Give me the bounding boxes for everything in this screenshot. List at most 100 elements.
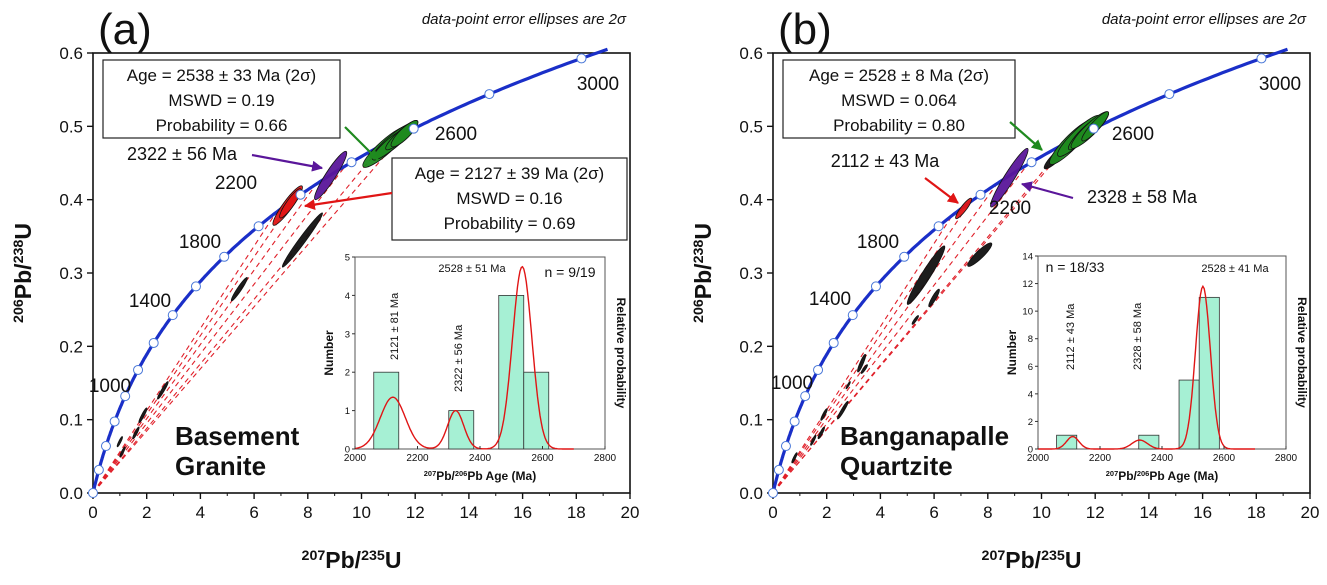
concordia-age-marker bbox=[780, 441, 791, 452]
concordia-age-label: 2600 bbox=[435, 124, 477, 145]
concordia-age-marker bbox=[190, 281, 201, 292]
discordia-line bbox=[772, 164, 1029, 494]
inset-y-tick-label: 2 bbox=[345, 368, 350, 379]
result-text: MSWD = 0.16 bbox=[456, 189, 562, 208]
concordia-age-marker bbox=[870, 281, 881, 292]
sample-name: Granite bbox=[175, 451, 266, 481]
inset-x-tick-label: 2000 bbox=[344, 453, 367, 464]
inset-y-tick-label: 10 bbox=[1022, 307, 1033, 318]
inset-y-tick-label: 6 bbox=[1028, 362, 1033, 373]
error-ellipse-black bbox=[791, 452, 798, 464]
concordia-age-marker bbox=[408, 123, 419, 134]
inset-x-axis-label-part: 207 bbox=[1106, 469, 1118, 478]
concordia-age-marker bbox=[253, 221, 264, 232]
discordia-line bbox=[772, 215, 953, 494]
concordia-age-marker bbox=[120, 391, 131, 402]
concordia-age-marker bbox=[109, 416, 120, 427]
y-tick-label: 0.0 bbox=[739, 484, 763, 503]
inset-x-tick-label: 2000 bbox=[1027, 453, 1050, 464]
concordia-age-label: 3000 bbox=[1259, 74, 1301, 95]
result-text: Age = 2127 ± 39 Ma (2σ) bbox=[415, 164, 604, 183]
concordia-age-label: 2200 bbox=[989, 198, 1031, 219]
inset-peak-label: 2121 ± 81 Ma bbox=[389, 292, 401, 360]
y-axis-label-part: 206 bbox=[11, 299, 27, 323]
concordia-age-label: 3000 bbox=[577, 74, 619, 95]
concordia-age-marker bbox=[975, 189, 986, 200]
histogram-bar bbox=[373, 371, 400, 450]
histogram-bar bbox=[448, 410, 475, 450]
inset-x-axis-label: 207Pb/206Pb Age (Ma) bbox=[1106, 469, 1218, 484]
y-tick-label: 0.6 bbox=[59, 44, 83, 63]
histogram-bar bbox=[1138, 434, 1160, 450]
error-ellipse-red bbox=[955, 197, 973, 220]
y-axis-label: 206Pb/238U bbox=[690, 223, 716, 323]
x-axis-label-part: 207 bbox=[982, 548, 1006, 564]
inset-y-tick-label: 8 bbox=[1028, 334, 1033, 345]
x-tick-label: 8 bbox=[983, 503, 992, 522]
y-tick-label: 0.6 bbox=[739, 44, 763, 63]
inset-histogram: 2000 2200 2400 2600 2800 0 2 4 6 8 10 12 14 207Pb/206… bbox=[1005, 252, 1309, 484]
histogram-bar bbox=[1198, 296, 1220, 450]
concordia-age-marker bbox=[1088, 123, 1099, 134]
x-tick-label: 12 bbox=[406, 503, 425, 522]
inset-x-axis-label-part: Pb/ bbox=[436, 469, 455, 483]
x-tick-label: 10 bbox=[1032, 503, 1051, 522]
inset-x-axis-label: 207Pb/206Pb Age (Ma) bbox=[424, 469, 536, 484]
probability-density-curve bbox=[1038, 284, 1255, 450]
concordia-age-label: 1400 bbox=[809, 289, 851, 310]
arrow-green bbox=[1009, 121, 1043, 151]
x-tick-label: 16 bbox=[513, 503, 532, 522]
panel-b: (b) data-point error ellipses are 2σ 0 2 4 6 8… bbox=[690, 5, 1319, 573]
concordia-age-marker bbox=[295, 189, 306, 200]
error-ellipse-purple bbox=[314, 150, 348, 201]
concordia-age-marker bbox=[933, 221, 944, 232]
x-tick-label: 2 bbox=[822, 503, 831, 522]
x-tick-label: 6 bbox=[929, 503, 938, 522]
x-axis-label-part: 235 bbox=[1041, 548, 1065, 564]
inset-x-tick-label: 2800 bbox=[594, 453, 617, 464]
error-ellipse-note: data-point error ellipses are 2σ bbox=[422, 11, 627, 28]
error-ellipse-black bbox=[820, 408, 828, 421]
concordia-age-marker bbox=[789, 416, 800, 427]
inset-y2-axis-label: Relative probability bbox=[1295, 297, 1309, 408]
concordia-age-label: 1400 bbox=[129, 291, 171, 312]
inset-x-axis-label-part: Pb Age (Ma) bbox=[1149, 469, 1218, 483]
error-ellipse-black bbox=[116, 436, 123, 448]
discordia-line bbox=[772, 201, 971, 494]
concordia-age-marker bbox=[167, 310, 178, 321]
inset-x-tick-label: 2600 bbox=[1213, 453, 1236, 464]
concordia-age-marker bbox=[148, 337, 159, 348]
concordia-age-marker bbox=[847, 310, 858, 321]
inset-x-tick-label: 2400 bbox=[1151, 453, 1174, 464]
age-callout: 2328 ± 58 Ma bbox=[1087, 187, 1198, 207]
result-box bbox=[782, 59, 1016, 139]
inset-x-axis-label-part: Pb Age (Ma) bbox=[467, 469, 536, 483]
inset-x-axis-label-part: 206 bbox=[455, 469, 467, 478]
result-text: Age = 2528 ± 8 Ma (2σ) bbox=[809, 66, 989, 85]
error-ellipse-black bbox=[810, 434, 817, 446]
y-tick-label: 0.3 bbox=[739, 264, 763, 283]
x-tick-label: 4 bbox=[196, 503, 205, 522]
inset-x-tick-label: 2200 bbox=[406, 453, 429, 464]
error-ellipse-black bbox=[906, 245, 946, 305]
concordia-age-marker bbox=[576, 53, 587, 64]
x-tick-label: 18 bbox=[567, 503, 586, 522]
panel-label: (b) bbox=[778, 5, 832, 54]
x-axis-label-part: U bbox=[1065, 547, 1082, 573]
y-axis-label-part: Pb/ bbox=[10, 263, 36, 299]
sample-name: Banganapalle bbox=[840, 421, 1009, 451]
result-box bbox=[391, 157, 628, 241]
x-axis-label-part: 235 bbox=[361, 548, 385, 564]
result-text: MSWD = 0.064 bbox=[841, 91, 957, 110]
y-axis-label-part: 206 bbox=[691, 299, 707, 323]
inset-y-tick-label: 0 bbox=[345, 445, 350, 456]
y-axis-label-part: U bbox=[10, 223, 36, 240]
inset-x-axis-label-part: Pb/ bbox=[1118, 469, 1137, 483]
inset-y-tick-label: 12 bbox=[1022, 279, 1033, 290]
inset-n-label: n = 9/19 bbox=[545, 264, 596, 280]
x-tick-label: 16 bbox=[1193, 503, 1212, 522]
y-tick-label: 0.1 bbox=[739, 411, 763, 430]
y-tick-label: 0.3 bbox=[59, 264, 83, 283]
error-ellipse-black bbox=[230, 277, 248, 302]
